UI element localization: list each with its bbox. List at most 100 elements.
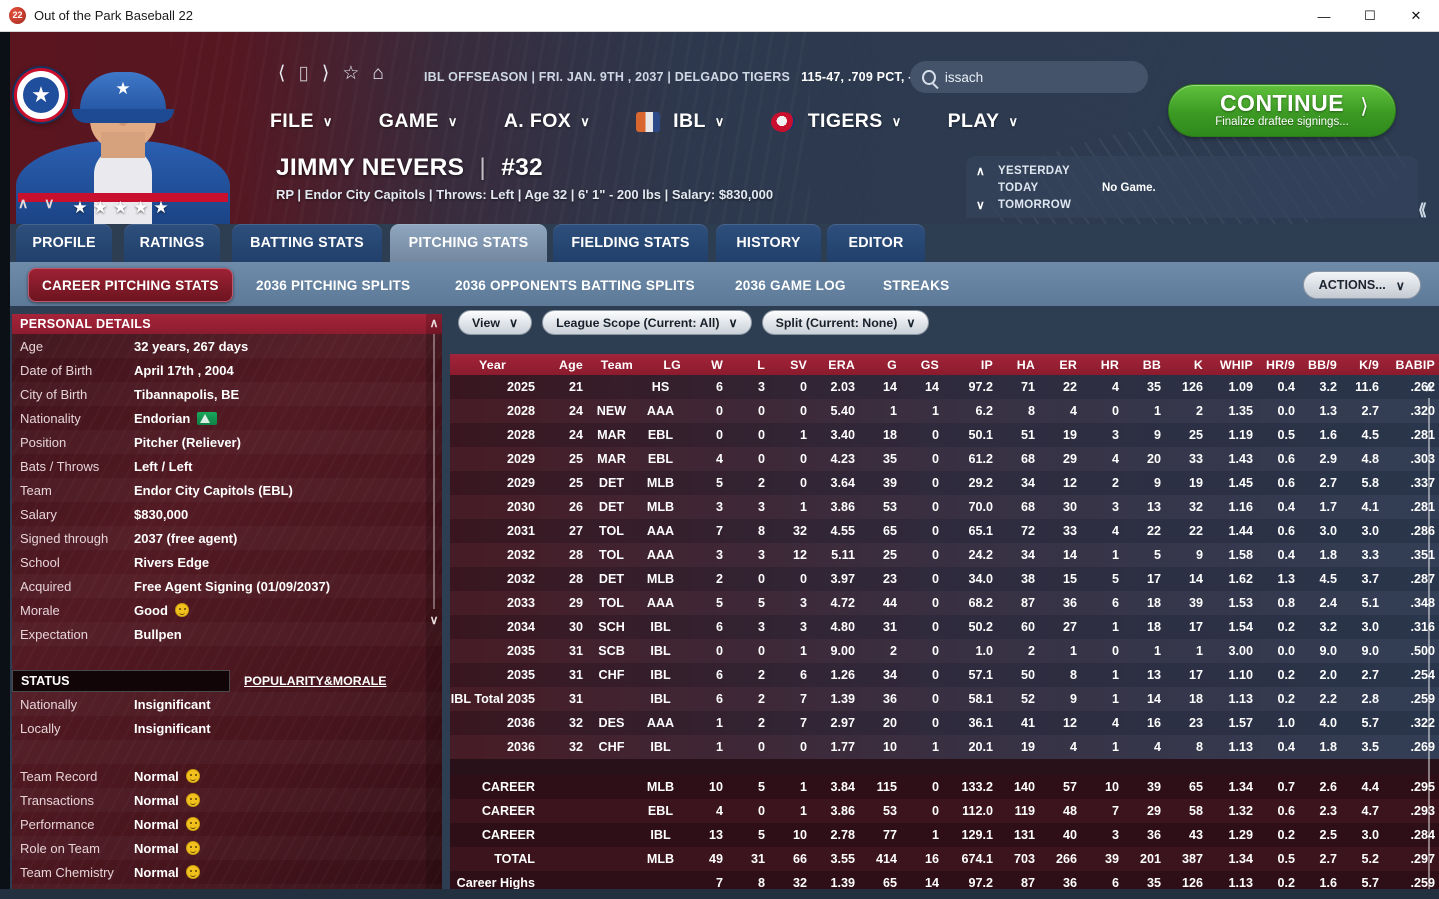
cell-lg: AAA [646, 716, 675, 730]
scroll-track[interactable] [1428, 398, 1430, 899]
table-row[interactable]: CAREER MLB 10 5 1 3.84 115 0 133.2 140 57 10 39 65 1.3… [450, 775, 1439, 799]
subtab-2036-opponents-batting-splits[interactable]: 2036 OPPONENTS BATTING SPLITS [455, 277, 695, 293]
table-row[interactable]: 2034 30 SCH IBL 6 3 3 4.80 31 0 50.2 60 27 1 18 17 1.54 0… [450, 615, 1439, 639]
tab-batting-stats[interactable]: BATTING STATS [232, 224, 382, 262]
cell-ip: 24.2 [968, 548, 993, 562]
menu-game[interactable]: GAME ∨ [379, 110, 458, 133]
cell-whip: 1.57 [1228, 716, 1253, 730]
menu-ibl[interactable]: IBL ∨ [636, 110, 725, 133]
menu-a-fox[interactable]: A. FOX ∨ [504, 110, 590, 133]
table-row[interactable]: CAREER EBL 4 0 1 3.86 53 0 112.0 119 48 7 29 58 1.32 0.… [450, 799, 1439, 823]
subtab-2036-game-log[interactable]: 2036 GAME LOG [735, 277, 846, 293]
table-row[interactable]: 2028 24 MAR EBL 0 0 1 3.40 18 0 50.1 51 19 3 9 25 1.19 0.… [450, 423, 1439, 447]
maximize-button[interactable]: ☐ [1364, 8, 1376, 23]
table-header-row[interactable]: Year Age Team LG W L SV ERA G GS IP HA ER HR BB K WHIP HR… [450, 354, 1439, 375]
table-row[interactable]: 2025 21 HS 6 3 0 2.03 14 14 97.2 71 22 4 35 126 1.09 0.4… [450, 375, 1439, 399]
view-dropdown[interactable]: View ∨ [458, 310, 533, 335]
split-dropdown[interactable]: Split (Current: None) ∨ [761, 310, 930, 335]
menu-file[interactable]: FILE ∨ [270, 110, 333, 133]
column-header-lg[interactable]: LG [640, 354, 688, 375]
popularity-morale-link[interactable]: POPULARITY&MORALE [244, 674, 387, 688]
column-header-k[interactable]: K [1168, 354, 1210, 375]
table-row[interactable]: 2029 25 DET MLB 5 2 0 3.64 39 0 29.2 34 12 2 9 19 1.45 0.… [450, 471, 1439, 495]
column-header-sv[interactable]: SV [772, 354, 814, 375]
column-header-ha[interactable]: HA [1000, 354, 1042, 375]
forward-icon[interactable]: ⟩ [321, 63, 330, 84]
collapse-panel-icon[interactable]: ⟪ [1418, 202, 1427, 219]
table-row[interactable]: 2032 28 TOL AAA 3 3 12 5.11 25 0 24.2 34 14 1 5 9 1.58 0.… [450, 543, 1439, 567]
column-header-w[interactable]: W [688, 354, 730, 375]
column-header-babip[interactable]: BABIP [1386, 354, 1439, 375]
column-header-hr-9[interactable]: HR/9 [1260, 354, 1302, 375]
scroll-track[interactable] [433, 334, 435, 609]
league-scope-dropdown[interactable]: League Scope (Current: All) ∨ [542, 310, 752, 335]
continue-button[interactable]: CONTINUE ⟩ Finalize draftee signings... [1168, 84, 1396, 137]
schedule-row-tomorrow[interactable]: ∨ TOMORROW [976, 196, 1408, 213]
tab-profile[interactable]: PROFILE [16, 224, 112, 262]
table-row[interactable]: 2035 31 CHF IBL 6 2 6 1.26 34 0 57.1 50 8 1 13 17 1.10 0.… [450, 663, 1439, 687]
search-input[interactable] [944, 69, 1136, 85]
column-header-er[interactable]: ER [1042, 354, 1084, 375]
column-header-k-9[interactable]: K/9 [1344, 354, 1386, 375]
column-header-era[interactable]: ERA [814, 354, 862, 375]
table-row[interactable]: 2032 28 DET MLB 2 0 0 3.97 23 0 34.0 38 15 5 17 14 1.62 1… [450, 567, 1439, 591]
tab-pitching-stats[interactable]: PITCHING STATS [390, 224, 547, 262]
column-header-bb[interactable]: BB [1126, 354, 1168, 375]
column-header-whip[interactable]: WHIP [1210, 354, 1260, 375]
subtab-2036-pitching-splits[interactable]: 2036 PITCHING SPLITS [256, 277, 411, 293]
actions-button[interactable]: ACTIONS... ∨ [1302, 271, 1421, 299]
chevron-up-icon[interactable]: ∧ [976, 163, 985, 178]
home-icon[interactable]: ⌂ [372, 63, 384, 84]
table-row[interactable]: 2036 32 DES AAA 1 2 7 2.97 20 0 36.1 41 12 4 16 23 1.57 1… [450, 711, 1439, 735]
menu-tigers[interactable]: TIGERS ∨ [770, 110, 902, 133]
cell-sv: 3 [799, 620, 807, 634]
column-header-ip[interactable]: IP [946, 354, 1000, 375]
column-header-age[interactable]: Age [542, 354, 590, 375]
column-header-gs[interactable]: GS [904, 354, 946, 375]
cell-era: 2.97 [830, 716, 855, 730]
table-row[interactable]: 2035 31 SCB IBL 0 0 1 9.00 2 0 1.0 2 1 0 1 1 3.00 0.0 9.0 9… [450, 639, 1439, 663]
chevron-down-icon[interactable]: ∨ [976, 197, 985, 212]
table-row[interactable]: 2030 26 DET MLB 3 3 1 3.86 53 0 70.0 68 30 3 13 32 1.16 0… [450, 495, 1439, 519]
subtab-streaks[interactable]: STREAKS [883, 277, 950, 293]
tab-editor[interactable]: EDITOR [827, 224, 925, 262]
table-row[interactable]: IBL Total 2035 31 IBL 6 2 7 1.39 36 0 58.1 52 9 1 14 1… [450, 687, 1439, 711]
table-scrollbar[interactable]: ∧ ∨ [1422, 380, 1436, 899]
subtab-career-pitching-stats[interactable]: CAREER PITCHING STATS [28, 268, 233, 302]
column-header-l[interactable]: L [730, 354, 772, 375]
column-header-year[interactable]: Year [450, 354, 542, 375]
column-header-hr[interactable]: HR [1084, 354, 1126, 375]
search-box[interactable] [910, 61, 1148, 93]
star-icon[interactable]: ☆ [342, 63, 360, 84]
schedule-row-today[interactable]: TODAY No Game. [976, 179, 1408, 196]
minimize-button[interactable]: — [1317, 8, 1331, 24]
tab-history[interactable]: HISTORY [716, 224, 821, 262]
detail-value[interactable]: Endor City Capitols (EBL) [134, 482, 293, 498]
page-icon[interactable]: ▯ [298, 63, 309, 84]
table-row[interactable]: TOTAL MLB 49 31 66 3.55 414 16 674.1 703 266 39 201 3… [450, 847, 1439, 871]
left-panel-scrollbar[interactable]: ∧ ∨ [426, 314, 442, 899]
team-logo[interactable]: ★ [14, 68, 68, 122]
tab-fielding-stats[interactable]: FIELDING STATS [553, 224, 708, 262]
menu-play[interactable]: PLAY ∨ [948, 110, 1019, 133]
table-row[interactable]: CAREER IBL 13 5 10 2.78 77 1 129.1 131 40 3 36 43 1.29… [450, 823, 1439, 847]
tab-ratings[interactable]: RATINGS [124, 224, 220, 262]
scroll-up-icon[interactable]: ∧ [1424, 380, 1434, 394]
player-nav-arrows[interactable]: ∧ ∨ [18, 195, 61, 211]
scroll-up-icon[interactable]: ∧ [429, 316, 439, 330]
table-row[interactable]: 2033 29 TOL AAA 5 5 3 4.72 44 0 68.2 87 36 6 18 39 1.53 0… [450, 591, 1439, 615]
table-row[interactable]: 2031 27 TOL AAA 7 8 32 4.55 65 0 65.1 72 33 4 22 22 1.44… [450, 519, 1439, 543]
back-icon[interactable]: ⟨ [278, 63, 286, 84]
cell-age: 25 [568, 476, 583, 490]
column-header-team[interactable]: Team [590, 354, 640, 375]
scroll-down-icon[interactable]: ∨ [429, 613, 439, 627]
cell-era: 2.03 [830, 380, 855, 394]
close-button[interactable]: ✕ [1410, 8, 1422, 23]
schedule-row-yesterday[interactable]: ∧ YESTERDAY [976, 162, 1408, 179]
table-row[interactable]: 2028 24 NEW AAA 0 0 0 5.40 1 1 6.2 8 4 0 1 2 1.35 0.0 1.3 2… [450, 399, 1439, 423]
table-row[interactable]: 2029 25 MAR EBL 4 0 0 4.23 35 0 61.2 68 29 4 20 33 1.43 0… [450, 447, 1439, 471]
column-header-bb-9[interactable]: BB/9 [1302, 354, 1344, 375]
table-row[interactable]: 2036 32 CHF IBL 1 0 0 1.77 10 1 20.1 19 4 1 4 8 1.13 0.4 1… [450, 735, 1439, 759]
column-header-g[interactable]: G [862, 354, 904, 375]
cell-team: SCH [598, 620, 625, 634]
